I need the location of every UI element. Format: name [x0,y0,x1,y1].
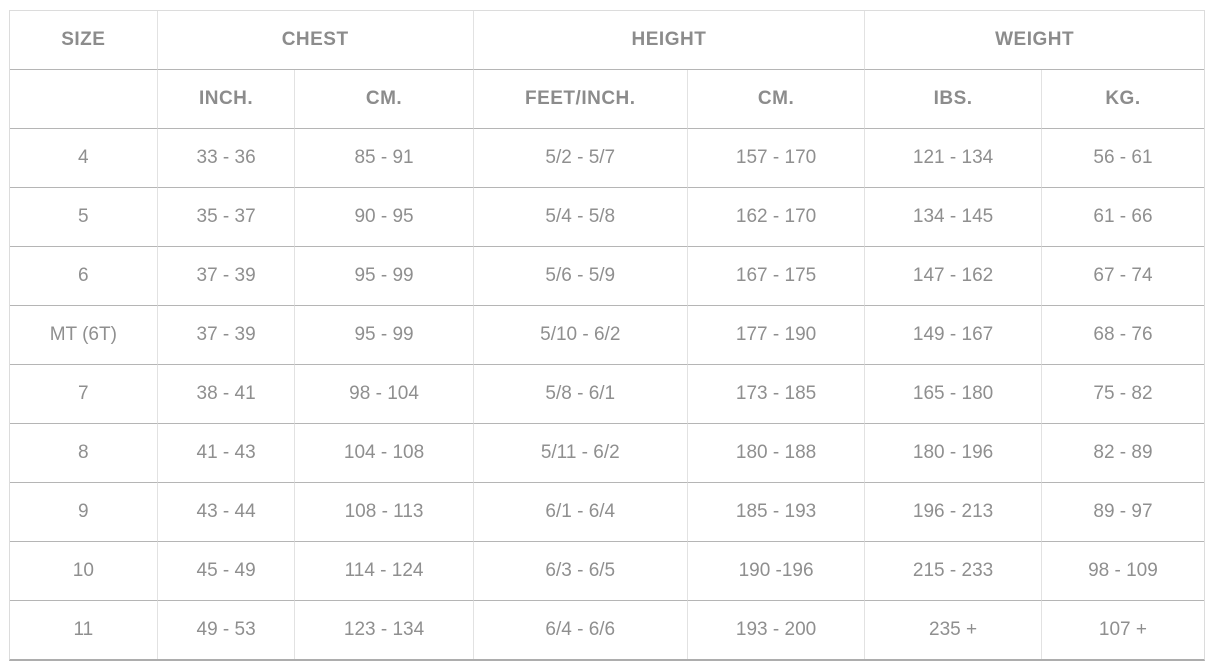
value-cell: 98 - 104 [295,365,474,424]
value-cell: 56 - 61 [1041,129,1204,188]
sub-header-row: INCH. CM. FEET/INCH. CM. IBS. KG. [10,70,1204,129]
value-cell: 49 - 53 [158,601,296,659]
value-cell: 41 - 43 [157,424,296,483]
value-cell: 45 - 49 [157,542,296,601]
table-row: 7 38 - 41 98 - 104 5/8 - 6/1 173 - 185 165 - … [10,365,1204,424]
table-row: 6 37 - 39 95 - 99 5/6 - 5/9 167 - 175 147 - 1… [10,247,1204,306]
table-body: 4 33 - 36 85 - 91 5/2 - 5/7 157 - 170 121 - 1… [10,129,1204,659]
value-cell: 33 - 36 [157,129,296,188]
size-cell: 7 [10,365,158,424]
value-cell: 177 - 190 [687,306,866,365]
table-row: MT (6T) 37 - 39 95 - 99 5/10 - 6/2 177 - 190… [10,306,1204,365]
value-cell: 185 - 193 [687,483,866,542]
value-cell: 75 - 82 [1041,365,1204,424]
value-cell: 5/11 - 6/2 [473,424,688,483]
value-cell: 82 - 89 [1041,424,1204,483]
value-cell: 61 - 66 [1041,188,1204,247]
sub-header-height-feet: FEET/INCH. [473,70,688,129]
size-cell: 10 [10,542,158,601]
value-cell: 67 - 74 [1041,247,1204,306]
value-cell: 37 - 39 [157,306,296,365]
table-row: 8 41 - 43 104 - 108 5/11 - 6/2 180 - 188 180 … [10,424,1204,483]
value-cell: 90 - 95 [295,188,474,247]
value-cell: 162 - 170 [687,188,866,247]
value-cell: 215 - 233 [865,542,1042,601]
value-cell: 37 - 39 [157,247,296,306]
value-cell: 89 - 97 [1041,483,1204,542]
value-cell: 85 - 91 [295,129,474,188]
value-cell: 68 - 76 [1041,306,1204,365]
size-cell: 6 [10,247,158,306]
sub-header-weight-kg: KG. [1041,70,1204,129]
value-cell: 147 - 162 [865,247,1042,306]
value-cell: 5/10 - 6/2 [473,306,688,365]
value-cell: 43 - 44 [157,483,296,542]
value-cell: 123 - 134 [295,601,474,659]
size-cell: 11 [10,601,158,659]
value-cell: 35 - 37 [157,188,296,247]
value-cell: 104 - 108 [295,424,474,483]
value-cell: 180 - 188 [687,424,866,483]
column-group-chest: CHEST [157,11,474,70]
value-cell: 95 - 99 [295,306,474,365]
value-cell: 6/3 - 6/5 [473,542,688,601]
value-cell: 196 - 213 [865,483,1042,542]
table-row: 11 49 - 53 123 - 134 6/4 - 6/6 193 - 200 235 … [10,601,1204,659]
size-chart-table: SIZE CHEST HEIGHT WEIGHT INCH. CM. FEET/… [9,10,1205,661]
group-header-row: SIZE CHEST HEIGHT WEIGHT [10,11,1204,70]
value-cell: 95 - 99 [295,247,474,306]
value-cell: 5/6 - 5/9 [473,247,688,306]
sub-header-chest-cm: CM. [295,70,474,129]
value-cell: 38 - 41 [157,365,296,424]
value-cell: 107 + [1098,619,1147,640]
value-cell: 173 - 185 [687,365,866,424]
value-cell: 157 - 170 [687,129,866,188]
value-cell: 6/1 - 6/4 [473,483,688,542]
column-group-weight: WEIGHT [865,11,1204,70]
table-row: 4 33 - 36 85 - 91 5/2 - 5/7 157 - 170 121 - 1… [10,129,1204,188]
size-cell: 5 [10,188,158,247]
value-cell: 121 - 134 [865,129,1042,188]
value-cell: 193 - 200 [688,601,866,659]
value-cell: 114 - 124 [295,542,474,601]
table-row: 5 35 - 37 90 - 95 5/4 - 5/8 162 - 170 134 - 1… [10,188,1204,247]
column-group-height: HEIGHT [473,11,866,70]
value-cell: 98 - 109 [1041,542,1204,601]
sub-header-chest-inch: INCH. [157,70,296,129]
value-cell: 5/2 - 5/7 [473,129,688,188]
size-cell: 9 [10,483,158,542]
table-row: 9 43 - 44 108 - 113 6/1 - 6/4 185 - 193 196 -… [10,483,1204,542]
value-cell: 235 + [865,601,1042,659]
value-cell: 5/8 - 6/1 [473,365,688,424]
value-cell: 6/4 - 6/6 [474,601,688,659]
table-row: 10 45 - 49 114 - 124 6/3 - 6/5 190 -196 215 -… [10,542,1204,601]
size-cell: 8 [10,424,158,483]
value-cell: 149 - 167 [865,306,1042,365]
value-cell: 190 -196 [687,542,866,601]
value-cell: 108 - 113 [295,483,474,542]
sub-header-empty [10,70,158,129]
value-cell: 134 - 145 [865,188,1042,247]
sub-header-weight-ibs: IBS. [865,70,1042,129]
value-cell: 180 - 196 [865,424,1042,483]
size-cell: MT (6T) [10,306,158,365]
size-cell: 4 [10,129,158,188]
table-header: SIZE CHEST HEIGHT WEIGHT INCH. CM. FEET/… [10,11,1204,129]
column-group-size: SIZE [10,11,158,70]
value-cell: 5/4 - 5/8 [473,188,688,247]
value-cell: 165 - 180 [865,365,1042,424]
sub-header-height-cm: CM. [687,70,866,129]
value-cell: 167 - 175 [687,247,866,306]
